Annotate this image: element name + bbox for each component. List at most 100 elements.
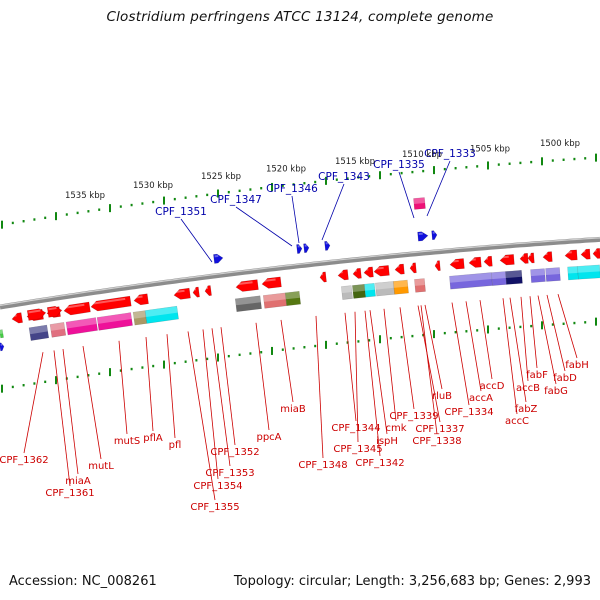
gene-label: accC — [505, 416, 529, 427]
gene-label: CPF_1355 — [190, 502, 239, 513]
outer-tick — [400, 171, 403, 175]
gene-label: CPF_1361 — [45, 488, 94, 499]
gene-label: CPF_1352 — [210, 447, 259, 458]
gene-arrow — [192, 286, 200, 298]
inner-tick — [271, 346, 273, 355]
gene-label: cmk — [385, 423, 406, 434]
kbp-label: 1535 kbp — [65, 191, 105, 201]
inner-tick — [33, 382, 36, 385]
rna-gene-arrow — [303, 243, 310, 254]
label-leader — [235, 206, 293, 247]
gene-label: CPF_1347 — [210, 194, 262, 206]
inner-tick — [87, 374, 90, 377]
outer-tick — [476, 165, 479, 168]
gene-function-box — [352, 284, 366, 299]
gene-label: mutL — [88, 461, 114, 472]
gene-arrow — [527, 252, 535, 264]
gene-function-box — [96, 312, 133, 331]
gene-arrow — [26, 308, 47, 321]
gene-arrow — [542, 251, 553, 263]
inner-tick — [562, 322, 565, 325]
gene-label: mutS — [114, 436, 140, 447]
label-leader — [509, 297, 527, 403]
gene-function-box — [505, 269, 523, 285]
gene-label: ispH — [376, 436, 398, 447]
outer-tick — [55, 212, 57, 221]
label-leader — [451, 302, 470, 406]
gene-arrow — [337, 269, 349, 281]
inner-tick — [595, 317, 597, 326]
inner-tick — [227, 354, 230, 358]
outer-tick — [357, 176, 360, 179]
gene-function-box — [0, 329, 4, 339]
gene-label: CPF_1354 — [193, 481, 242, 492]
outer-tick — [487, 161, 489, 170]
outer-tick — [519, 161, 522, 165]
gene-function-box — [132, 310, 148, 326]
label-leader — [546, 294, 566, 372]
label-leader — [280, 319, 294, 403]
gene-arrow — [580, 248, 591, 260]
gene-function-box — [28, 324, 50, 341]
outer-tick — [379, 171, 381, 180]
label-leader — [399, 307, 415, 410]
gene-label: CPF_1333 — [424, 148, 476, 160]
gene-function-box — [144, 305, 179, 324]
kbp-label: 1525 kbp — [201, 172, 241, 182]
gene-arrow — [373, 265, 390, 277]
gene-arrow — [63, 301, 91, 316]
label-leader — [426, 160, 451, 217]
gene-arrow — [90, 295, 132, 312]
outer-tick — [217, 189, 219, 198]
gene-function-box — [262, 292, 287, 309]
gene-arrow — [499, 254, 515, 266]
gene-label: CPF_1337 — [415, 424, 464, 435]
outer-tick — [454, 166, 457, 170]
rna-gene-arrow — [417, 231, 429, 242]
inner-tick — [454, 330, 457, 334]
outer-tick — [292, 183, 295, 186]
inner-tick — [519, 325, 522, 329]
label-leader — [354, 311, 359, 443]
inner-tick — [163, 360, 165, 369]
gene-arrow — [592, 248, 600, 259]
gene-label: CPF_1351 — [155, 206, 207, 218]
backbone-highlight — [0, 237, 600, 307]
gene-label: pfl — [169, 440, 182, 451]
gene-label: CPF_1345 — [333, 444, 382, 455]
accession-text: Accession: NC_008261 — [9, 574, 157, 589]
label-leader — [118, 340, 128, 435]
genome-backbone — [0, 236, 600, 310]
rna-gene-arrow — [324, 241, 331, 251]
gene-label: accA — [469, 393, 493, 404]
gene-arrow — [133, 293, 149, 306]
gene-label: accD — [480, 381, 505, 392]
inner-tick — [541, 321, 543, 330]
gene-label: accB — [516, 383, 540, 394]
rna-gene-arrow — [431, 230, 438, 241]
gene-label: CPF_1339 — [389, 411, 438, 422]
gene-label: CPF_1346 — [266, 183, 318, 195]
gene-label: pflA — [143, 433, 163, 444]
gene-label: CPF_1362 — [0, 455, 49, 466]
outer-tick — [368, 175, 371, 178]
gene-label: CPF_1335 — [373, 159, 425, 171]
gene-arrow — [483, 255, 493, 267]
gene-function-box — [234, 295, 262, 313]
kbp-label: 1505 kbp — [470, 144, 510, 154]
label-leader — [369, 310, 388, 435]
inner-tick — [249, 352, 252, 355]
inner-tick — [1, 384, 3, 393]
gene-features — [0, 197, 600, 352]
rna-gene-box — [413, 197, 426, 210]
gene-function-box — [284, 290, 301, 307]
inner-tick — [314, 344, 317, 348]
kbp-scale-labels: 1500 kbp 1505 kbp 1510 kbp 1515 kbp 1520 kbp… — [65, 139, 580, 201]
label-leader — [187, 331, 216, 501]
gene-arrow — [564, 249, 578, 261]
outer-tick — [152, 200, 155, 204]
inner-tick — [98, 372, 101, 375]
outer-tick — [65, 213, 68, 216]
